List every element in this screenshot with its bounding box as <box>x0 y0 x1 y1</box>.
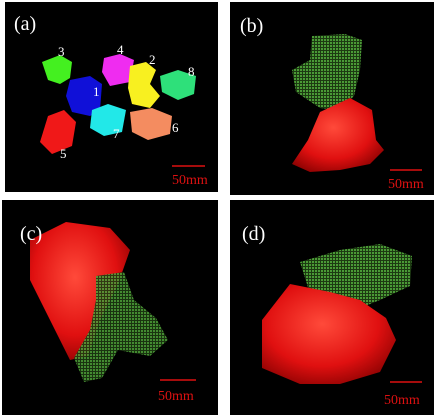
part-number: 3 <box>58 44 65 59</box>
scale-label: 50mm <box>384 393 420 408</box>
part-number: 8 <box>188 64 195 79</box>
scale-label: 50mm <box>388 177 424 192</box>
scale-label: 50mm <box>172 173 208 188</box>
panel-a <box>5 2 218 192</box>
part-number: 4 <box>117 42 124 57</box>
part-number: 5 <box>60 146 67 161</box>
figure: (a) (b) (c) (d) 3 4 2 8 1 7 6 5 50mm 50m… <box>0 0 438 419</box>
scale-label: 50mm <box>158 389 194 404</box>
part-number: 6 <box>172 120 179 135</box>
panel-label: (d) <box>242 223 265 245</box>
panel-bg <box>5 2 218 192</box>
panel-label: (a) <box>14 13 36 35</box>
part-number: 1 <box>93 84 100 99</box>
page: (a) (b) (c) (d) 3 4 2 8 1 7 6 5 50mm 50m… <box>0 0 438 419</box>
panel-label: (c) <box>20 223 42 245</box>
panel-label: (b) <box>240 15 263 37</box>
part-number: 2 <box>149 52 156 67</box>
part-number: 7 <box>113 126 120 141</box>
